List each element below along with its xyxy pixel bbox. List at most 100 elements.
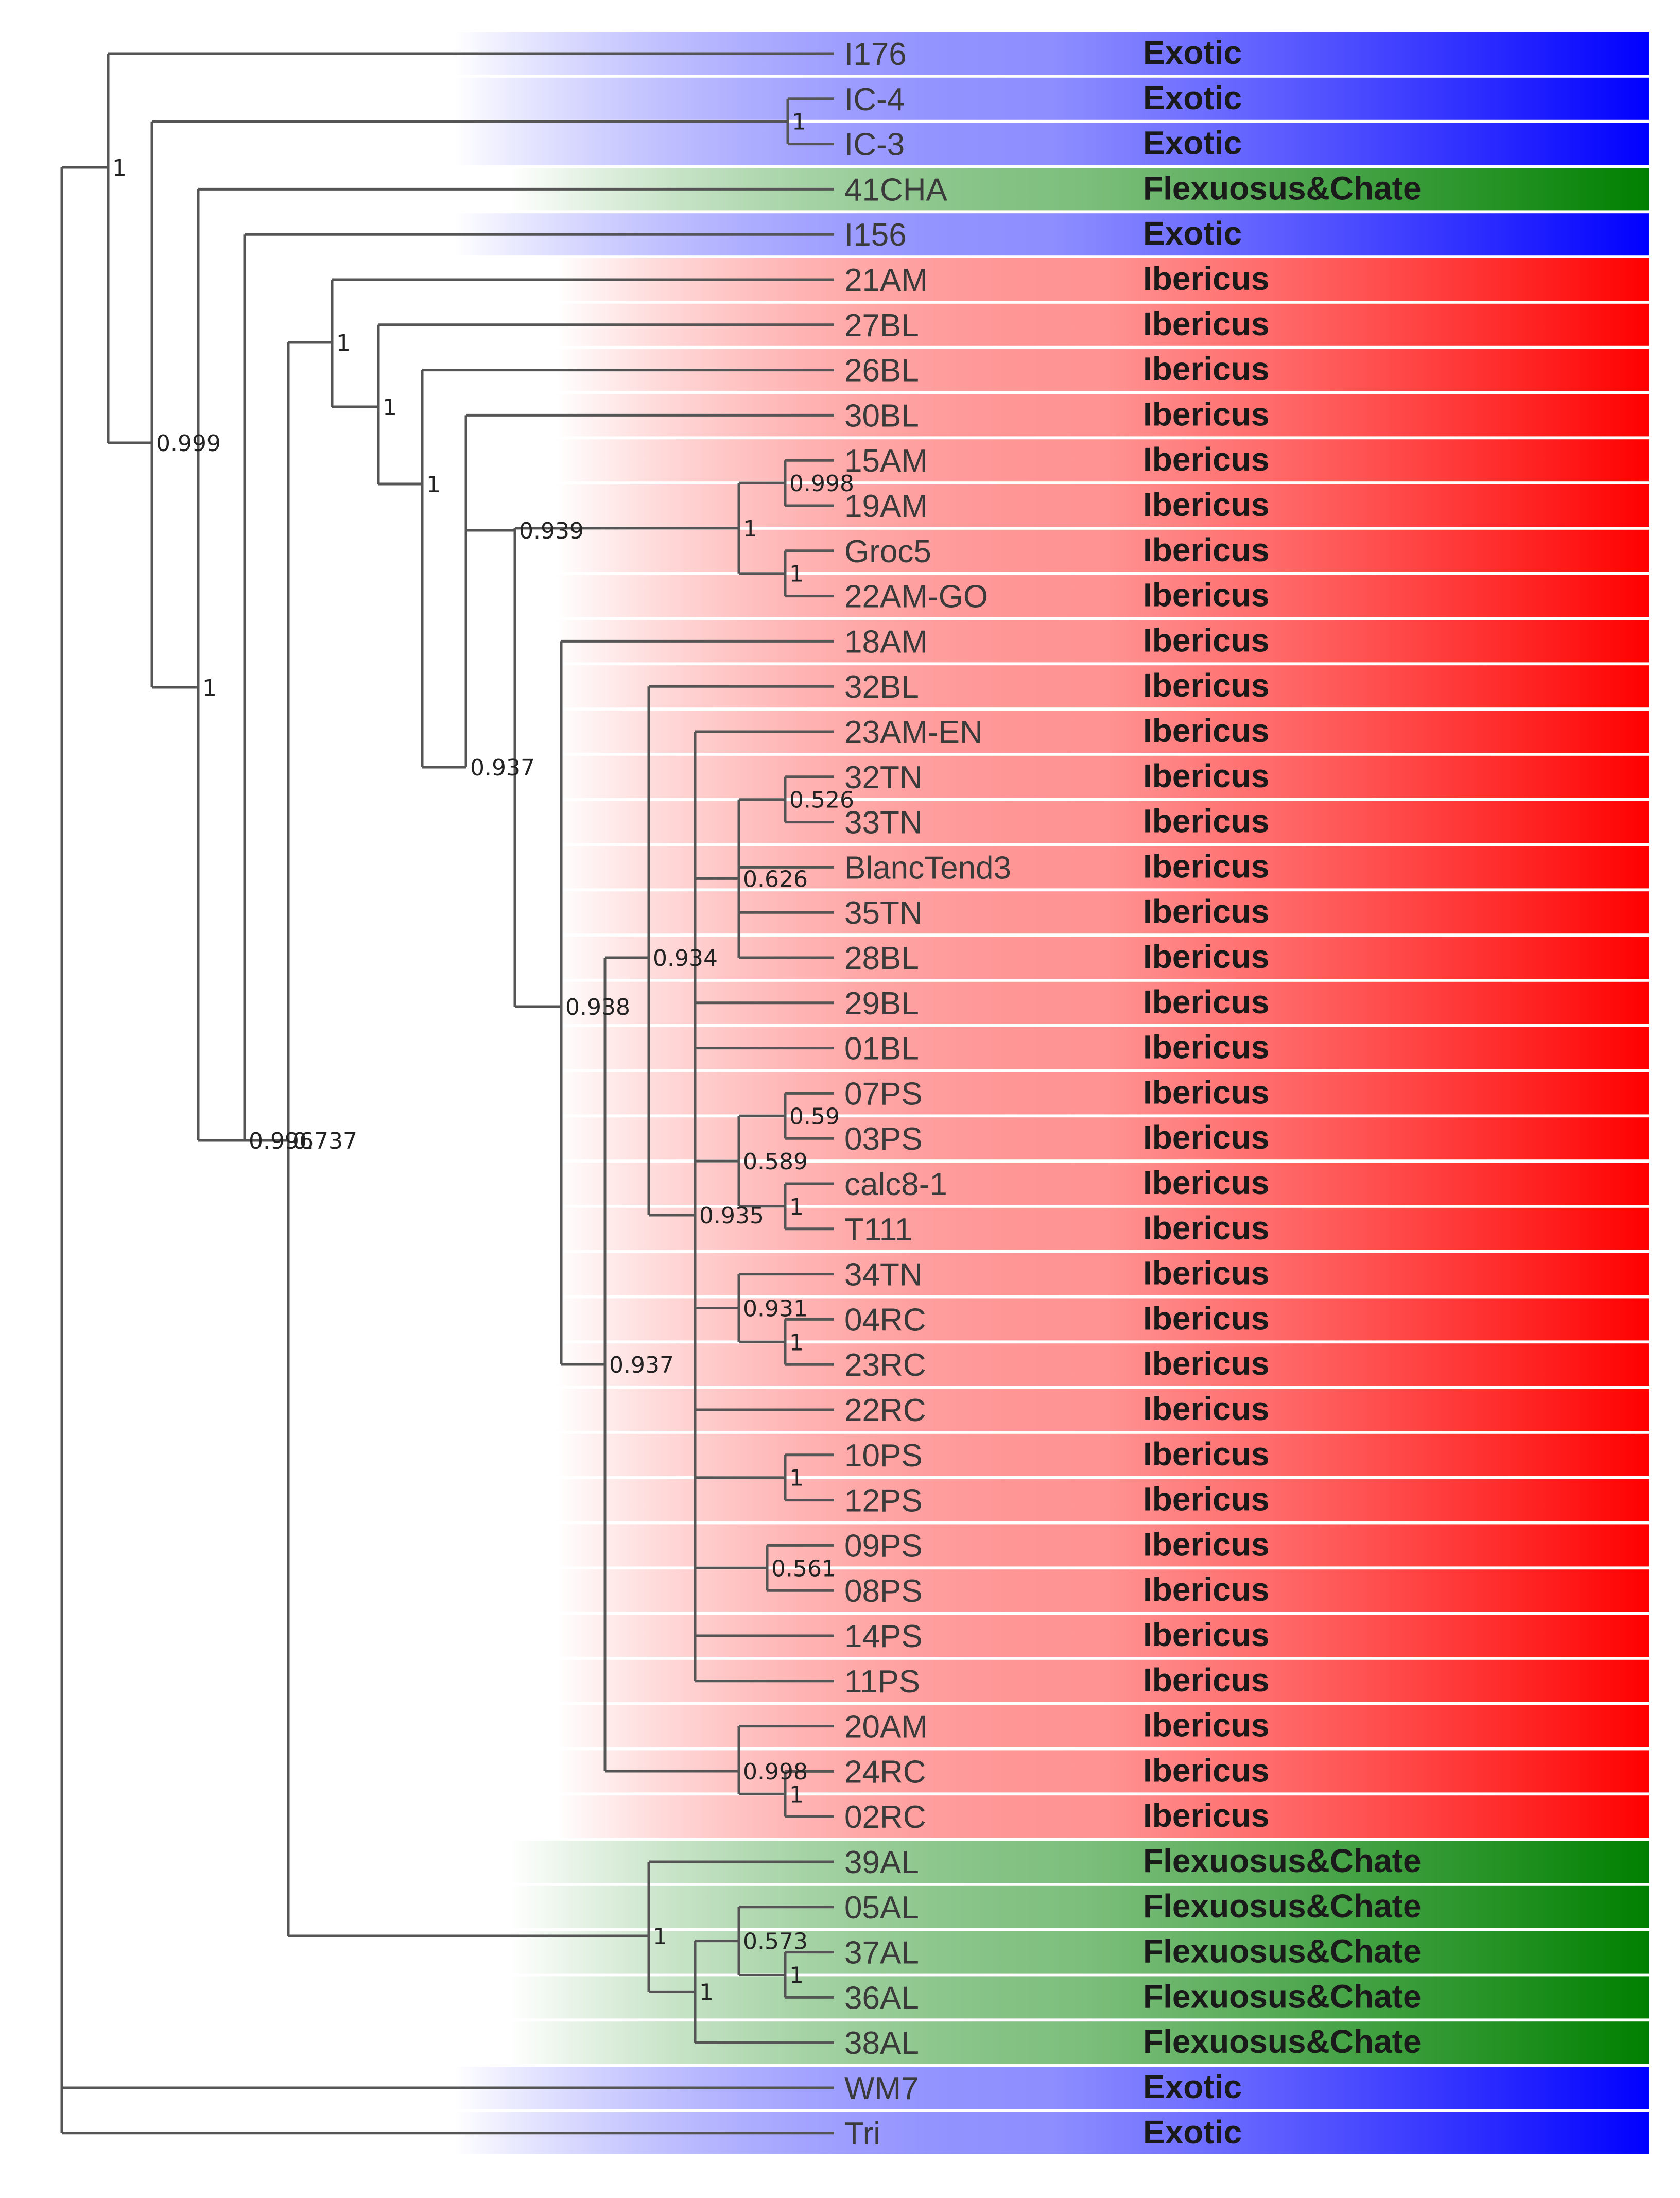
leaf-label: 23RC bbox=[844, 1347, 926, 1383]
leaf-label: 03PS bbox=[844, 1121, 923, 1157]
support-value: 1 bbox=[743, 516, 757, 542]
leaf-label: 26BL bbox=[844, 353, 919, 389]
group-label: Ibericus bbox=[1143, 1481, 1269, 1518]
group-labels: Exotic Exotic Exotic Flexuosus&Chate Exotic I… bbox=[1143, 34, 1422, 2151]
group-label: Ibericus bbox=[1143, 1797, 1269, 1834]
group-label: Ibericus bbox=[1143, 1752, 1269, 1789]
group-label: Ibericus bbox=[1143, 938, 1269, 975]
support-values: 10.998110.5260.6260.5910.58910.93110.561… bbox=[112, 109, 854, 2006]
group-band bbox=[556, 755, 1649, 798]
group-band bbox=[556, 1479, 1649, 1521]
leaf-label: 01BL bbox=[844, 1031, 919, 1067]
leaf-label: 21AM bbox=[844, 263, 928, 298]
group-band bbox=[453, 77, 1649, 120]
leaf-label: WM7 bbox=[844, 2071, 919, 2106]
group-label: Ibericus bbox=[1143, 395, 1269, 432]
support-value: 0.937 bbox=[609, 1352, 674, 1378]
support-value: 0.931 bbox=[743, 1295, 808, 1322]
support-value: 1 bbox=[336, 330, 351, 356]
support-value: 0.998 bbox=[743, 1759, 808, 1785]
support-value: 0.561 bbox=[771, 1555, 836, 1582]
leaf-label: 37AL bbox=[844, 1935, 919, 1971]
group-bands bbox=[453, 32, 1649, 2154]
group-label: Ibericus bbox=[1143, 441, 1269, 478]
group-band bbox=[556, 1117, 1649, 1160]
group-label: Ibericus bbox=[1143, 621, 1269, 659]
support-value: 0.934 bbox=[653, 945, 718, 972]
support-value: 1 bbox=[383, 394, 397, 421]
leaf-label: 05AL bbox=[844, 1890, 919, 1926]
group-band bbox=[556, 1298, 1649, 1341]
leaf-label: 19AM bbox=[844, 489, 928, 524]
leaf-label: 34TN bbox=[844, 1257, 923, 1293]
group-label: Ibericus bbox=[1143, 1164, 1269, 1201]
leaf-label: 15AM bbox=[844, 443, 928, 479]
group-label: Exotic bbox=[1143, 34, 1242, 71]
leaf-label: IC-3 bbox=[844, 127, 905, 163]
group-band bbox=[510, 1976, 1649, 2019]
group-band bbox=[556, 1163, 1649, 1205]
leaf-label: 38AL bbox=[844, 2026, 919, 2061]
leaf-label: I176 bbox=[844, 37, 907, 72]
group-band bbox=[556, 439, 1649, 482]
group-label: Ibericus bbox=[1143, 531, 1269, 568]
group-band bbox=[556, 1433, 1649, 1476]
leaf-label: 09PS bbox=[844, 1528, 923, 1564]
support-value: 0.998 bbox=[789, 471, 854, 497]
group-band bbox=[556, 484, 1649, 527]
leaf-label: 32BL bbox=[844, 669, 919, 705]
group-label: Flexuosus&Chate bbox=[1143, 1842, 1422, 1879]
group-label: Ibericus bbox=[1143, 1435, 1269, 1473]
leaf-label: BlancTend3 bbox=[844, 850, 1011, 886]
group-label: Ibericus bbox=[1143, 351, 1269, 388]
group-label: Ibericus bbox=[1143, 260, 1269, 297]
group-band bbox=[556, 1253, 1649, 1295]
leaf-label: 28BL bbox=[844, 941, 919, 976]
group-label: Exotic bbox=[1143, 2068, 1242, 2105]
leaf-label: 14PS bbox=[844, 1619, 923, 1654]
leaf-label: 24RC bbox=[844, 1754, 926, 1790]
support-value: 1 bbox=[789, 1465, 804, 1492]
group-label: Ibericus bbox=[1143, 305, 1269, 342]
group-label: Ibericus bbox=[1143, 1662, 1269, 1699]
group-label: Ibericus bbox=[1143, 486, 1269, 523]
leaf-label: 30BL bbox=[844, 398, 919, 434]
group-band bbox=[556, 1207, 1649, 1250]
group-label: Ibericus bbox=[1143, 1119, 1269, 1156]
group-band bbox=[556, 1795, 1649, 1838]
leaf-label: 22RC bbox=[844, 1393, 926, 1428]
group-label: Ibericus bbox=[1143, 1707, 1269, 1744]
support-value: 0.626 bbox=[743, 866, 808, 892]
leaf-label: IC-4 bbox=[844, 82, 905, 117]
group-label: Ibericus bbox=[1143, 1209, 1269, 1247]
support-value: 0.737 bbox=[292, 1128, 357, 1154]
support-value: 0.939 bbox=[519, 518, 584, 544]
group-band bbox=[556, 1343, 1649, 1386]
support-value: 0.937 bbox=[470, 755, 535, 781]
group-band bbox=[556, 891, 1649, 934]
tree-edges bbox=[60, 52, 834, 2135]
leaf-label: 18AM bbox=[844, 624, 928, 660]
group-label: Exotic bbox=[1143, 215, 1242, 252]
support-value: 1 bbox=[699, 1979, 714, 2005]
support-value: 1 bbox=[789, 1329, 804, 1356]
support-value: 1 bbox=[426, 472, 441, 498]
group-label: Ibericus bbox=[1143, 1526, 1269, 1563]
leaf-label: 04RC bbox=[844, 1302, 926, 1338]
group-label: Flexuosus&Chate bbox=[1143, 1888, 1422, 1925]
leaf-label: T111 bbox=[844, 1212, 912, 1248]
leaf-label: calc8-1 bbox=[844, 1167, 947, 1202]
support-value: 1 bbox=[653, 1924, 667, 1950]
group-label: Ibericus bbox=[1143, 1571, 1269, 1608]
support-value: 0.589 bbox=[743, 1149, 808, 1175]
group-label: Exotic bbox=[1143, 79, 1242, 116]
leaf-label: 39AL bbox=[844, 1845, 919, 1880]
group-label: Flexuosus&Chate bbox=[1143, 1978, 1422, 2015]
group-label: Flexuosus&Chate bbox=[1143, 2023, 1422, 2060]
leaf-label: 10PS bbox=[844, 1438, 923, 1474]
group-label: Ibericus bbox=[1143, 847, 1269, 885]
group-label: Ibericus bbox=[1143, 712, 1269, 749]
group-band bbox=[510, 2021, 1649, 2064]
leaf-labels: I176 IC-4 IC-3 41CHA I156 21AM 27BL 26BL 30BL 15A… bbox=[844, 37, 1011, 2152]
group-label: Ibericus bbox=[1143, 1390, 1269, 1427]
